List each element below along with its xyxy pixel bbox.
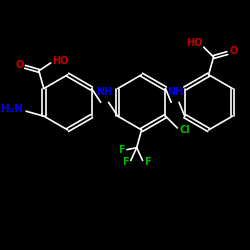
Text: Cl: Cl bbox=[180, 125, 190, 135]
Text: F: F bbox=[144, 158, 151, 168]
Text: F: F bbox=[118, 145, 125, 155]
Text: O: O bbox=[15, 60, 23, 70]
Text: O: O bbox=[229, 46, 237, 56]
Text: HO: HO bbox=[186, 38, 202, 48]
Text: NH: NH bbox=[167, 88, 183, 98]
Text: HO: HO bbox=[52, 56, 69, 66]
Text: F: F bbox=[122, 158, 129, 168]
Text: NH: NH bbox=[96, 88, 113, 98]
Text: H₂N: H₂N bbox=[1, 104, 23, 114]
